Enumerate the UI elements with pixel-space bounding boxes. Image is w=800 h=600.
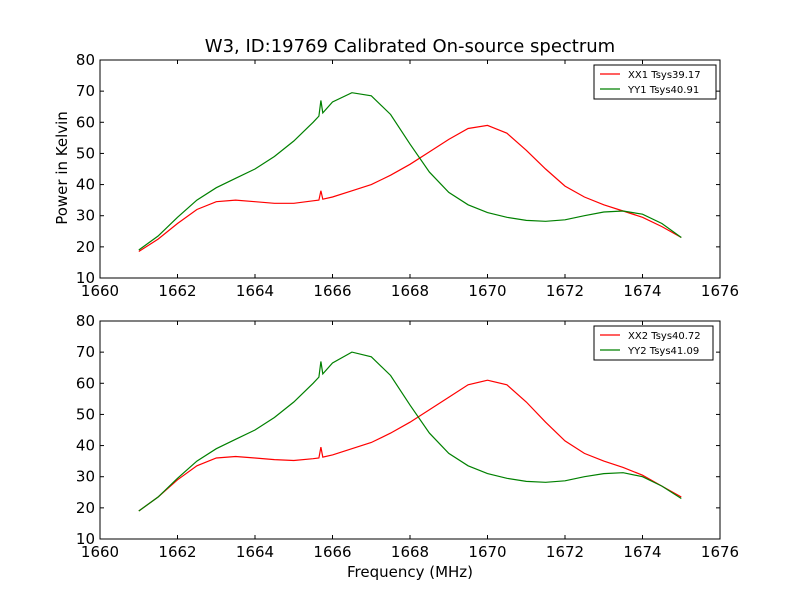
y-tick-label: 80 [76, 312, 95, 330]
y-tick-label: 60 [76, 113, 95, 131]
x-tick-label: 1664 [236, 282, 274, 300]
y-tick-label: 40 [76, 176, 95, 194]
legend-label: YY1 Tsys40.91 [627, 85, 699, 96]
legend-label: XX2 Tsys40.72 [628, 331, 701, 342]
y-tick-label: 10 [76, 269, 95, 287]
y-tick-label: 60 [76, 374, 95, 392]
x-tick-label: 1672 [546, 543, 584, 561]
x-tick-label: 1660 [81, 282, 119, 300]
y-tick-label: 40 [76, 437, 95, 455]
x-tick-label: 1676 [701, 282, 739, 300]
legend: XX1 Tsys39.17 YY1 Tsys40.91 [593, 64, 717, 100]
x-tick-label: 1660 [81, 543, 119, 561]
x-tick-label: 1666 [313, 543, 351, 561]
y-tick-label: 70 [76, 343, 95, 361]
chart-title: W3, ID:19769 Calibrated On-source spectr… [205, 36, 615, 57]
x-tick-label: 1662 [158, 282, 196, 300]
series-line-xx [138, 124, 682, 253]
series-line-yy [138, 92, 682, 251]
x-tick-label: 1674 [623, 543, 661, 561]
x-tick-label: 1668 [391, 543, 429, 561]
x-tick-label: 1674 [623, 282, 661, 300]
x-tick-label: 1670 [468, 282, 506, 300]
x-tick-label: 1662 [158, 543, 196, 561]
y-tick-label: 20 [76, 238, 95, 256]
series-line-xx [138, 379, 682, 512]
y-tick-label: 10 [76, 530, 95, 548]
x-tick-label: 1672 [546, 282, 584, 300]
legend-box [593, 325, 714, 361]
legend-label: YY2 Tsys41.09 [627, 346, 699, 357]
x-axis-label: Frequency (MHz) [347, 563, 473, 581]
x-tick-label: 1676 [701, 543, 739, 561]
legend-box [593, 64, 717, 100]
x-tick-label: 1666 [313, 282, 351, 300]
y-axis-label: Power in Kelvin [53, 111, 71, 225]
x-tick-label: 1670 [468, 543, 506, 561]
legend: XX2 Tsys40.72 YY2 Tsys41.09 [593, 325, 714, 361]
x-tick-label: 1664 [236, 543, 274, 561]
y-tick-label: 70 [76, 82, 95, 100]
x-tick-label: 1668 [391, 282, 429, 300]
y-tick-label: 30 [76, 207, 95, 225]
y-tick-label: 50 [76, 405, 95, 423]
plot-panel-bottom: 1660 1662 1664 1666 1668 1670 1672 1674 1676 10 20… [76, 312, 739, 561]
y-tick-label: 30 [76, 468, 95, 486]
y-tick-label: 20 [76, 499, 95, 517]
plot-panel-top: 1660 1662 1664 1666 1668 1670 1672 1674 1676 10 20… [76, 51, 739, 300]
legend-label: XX1 Tsys39.17 [628, 70, 701, 81]
y-tick-label: 50 [76, 144, 95, 162]
y-tick-label: 80 [76, 51, 95, 69]
series-line-yy [138, 351, 682, 512]
